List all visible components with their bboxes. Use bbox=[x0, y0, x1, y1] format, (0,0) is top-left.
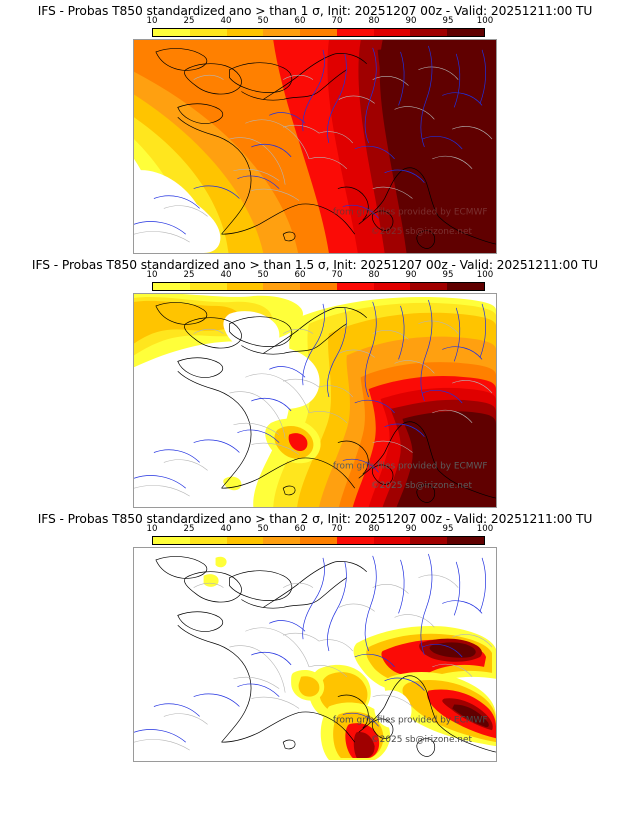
map-canvas: from grib files provided by ECMWF ©2025 … bbox=[134, 294, 496, 507]
colorbar-tick: 100 bbox=[476, 524, 494, 534]
panel-title: IFS - Probas T850 standardized ano > tha… bbox=[31, 258, 599, 272]
rivers bbox=[134, 553, 486, 743]
colorbar-segment bbox=[300, 29, 337, 36]
watermark-copyright: ©2025 sb@irizone.net bbox=[371, 481, 473, 491]
colorbar-tick: 80 bbox=[368, 16, 380, 26]
colorbar-tick: 95 bbox=[442, 524, 454, 534]
colorbar-tick: 40 bbox=[220, 16, 232, 26]
colorbar-tick: 10 bbox=[146, 16, 158, 26]
colorbar-tick: 90 bbox=[405, 16, 417, 26]
colorbar-ticks: 10 25 40 50 60 70 80 90 95 100 bbox=[147, 270, 494, 282]
colorbar-ticks: 10 25 40 50 60 70 80 90 95 100 bbox=[147, 524, 494, 536]
colorbar-segment bbox=[189, 283, 227, 290]
colorbar-2: 10 25 40 50 60 70 80 90 95 100 bbox=[0, 270, 630, 293]
colorbar-segment bbox=[263, 29, 301, 36]
colorbar-segment bbox=[447, 283, 485, 290]
colorbar-tick: 95 bbox=[442, 270, 454, 280]
colorbar-tick: 70 bbox=[331, 524, 343, 534]
panel-2sigma: IFS - Probas T850 standardized ano > tha… bbox=[0, 508, 630, 762]
colorbar-segment bbox=[153, 29, 190, 36]
colorbar-tick: 25 bbox=[183, 16, 195, 26]
colorbar-tick: 70 bbox=[331, 16, 343, 26]
colorbar-segment bbox=[373, 537, 411, 544]
colorbar-segment bbox=[300, 537, 337, 544]
colorbar-segment bbox=[336, 29, 374, 36]
colorbar-swatches bbox=[152, 28, 485, 37]
rivers bbox=[134, 45, 486, 235]
colorbar-segment bbox=[189, 29, 227, 36]
map-2sigma[interactable]: from grib files provided by ECMWF ©2025 … bbox=[133, 547, 497, 762]
colorbar-tick: 10 bbox=[146, 270, 158, 280]
colorbar-segment bbox=[336, 283, 374, 290]
colorbar-tick: 40 bbox=[220, 270, 232, 280]
admin-boundaries bbox=[134, 320, 493, 497]
colorbar-segment bbox=[300, 283, 337, 290]
colorbar-tick: 80 bbox=[368, 270, 380, 280]
colorbar-swatches bbox=[152, 536, 485, 545]
colorbar-tick: 50 bbox=[257, 270, 269, 280]
admin-boundaries bbox=[134, 66, 493, 243]
colorbar-tick: 90 bbox=[405, 270, 417, 280]
probability-field bbox=[134, 294, 496, 507]
colorbar-segment bbox=[263, 537, 301, 544]
panel-15sigma: IFS - Probas T850 standardized ano > tha… bbox=[0, 254, 630, 508]
colorbar-segment bbox=[226, 29, 264, 36]
colorbar-segment bbox=[226, 537, 264, 544]
colorbar-tick: 60 bbox=[294, 16, 306, 26]
colorbar-segment bbox=[410, 537, 448, 544]
colorbar-tick: 60 bbox=[294, 524, 306, 534]
rivers bbox=[134, 299, 486, 489]
colorbar-segment bbox=[447, 537, 485, 544]
panel-title: IFS - Probas T850 standardized ano > tha… bbox=[37, 512, 593, 526]
watermark-source: from grib files provided by ECMWF bbox=[333, 207, 488, 217]
colorbar-segment bbox=[153, 537, 190, 544]
colorbar-tick: 50 bbox=[257, 16, 269, 26]
panel-title: IFS - Probas T850 standardized ano > tha… bbox=[37, 4, 593, 18]
colorbar-tick: 60 bbox=[294, 270, 306, 280]
colorbar-ticks: 10 25 40 50 60 70 80 90 95 100 bbox=[147, 16, 494, 28]
watermark-source: from grib files provided by ECMWF bbox=[333, 715, 488, 725]
colorbar-segment bbox=[410, 29, 448, 36]
colorbar-segment bbox=[373, 283, 411, 290]
colorbar-3: 10 25 40 50 60 70 80 90 95 100 bbox=[0, 524, 630, 547]
colorbar-segment bbox=[336, 537, 374, 544]
colorbar-tick: 95 bbox=[442, 16, 454, 26]
colorbar-tick: 100 bbox=[476, 16, 494, 26]
panel-1sigma: IFS - Probas T850 standardized ano > tha… bbox=[0, 0, 630, 254]
colorbar-segment bbox=[153, 283, 190, 290]
colorbar-segment bbox=[189, 537, 227, 544]
colorbar-tick: 40 bbox=[220, 524, 232, 534]
colorbar-tick: 10 bbox=[146, 524, 158, 534]
watermark-source: from grib files provided by ECMWF bbox=[333, 461, 488, 471]
watermark-copyright: ©2025 sb@irizone.net bbox=[371, 227, 473, 237]
coastlines bbox=[155, 48, 496, 249]
colorbar-tick: 100 bbox=[476, 270, 494, 280]
watermark-copyright: ©2025 sb@irizone.net bbox=[371, 735, 473, 745]
colorbar-segment bbox=[373, 29, 411, 36]
admin-boundaries bbox=[134, 574, 493, 751]
map-canvas: from grib files provided by ECMWF ©2025 … bbox=[134, 548, 496, 761]
map-1sigma[interactable]: from grib files provided by ECMWF ©2025 … bbox=[133, 39, 497, 254]
colorbar-tick: 50 bbox=[257, 524, 269, 534]
colorbar-tick: 80 bbox=[368, 524, 380, 534]
colorbar-tick: 25 bbox=[183, 524, 195, 534]
colorbar-1: 10 25 40 50 60 70 80 90 95 100 bbox=[0, 16, 630, 39]
probability-field bbox=[134, 40, 496, 253]
colorbar-swatches bbox=[152, 282, 485, 291]
colorbar-tick: 25 bbox=[183, 270, 195, 280]
probability-field bbox=[134, 548, 496, 761]
colorbar-segment bbox=[263, 283, 301, 290]
colorbar-segment bbox=[226, 283, 264, 290]
colorbar-segment bbox=[447, 29, 485, 36]
colorbar-tick: 70 bbox=[331, 270, 343, 280]
map-canvas: from grib files provided by ECMWF ©2025 … bbox=[134, 40, 496, 253]
colorbar-tick: 90 bbox=[405, 524, 417, 534]
map-15sigma[interactable]: from grib files provided by ECMWF ©2025 … bbox=[133, 293, 497, 508]
colorbar-segment bbox=[410, 283, 448, 290]
